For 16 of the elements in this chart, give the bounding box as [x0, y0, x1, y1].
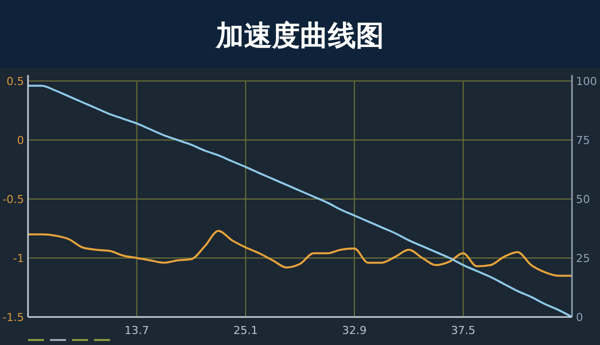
y2-tick-label: 50: [576, 192, 590, 206]
y2-tick-label: 100: [576, 74, 597, 88]
y-tick-label: -0.5: [2, 192, 24, 206]
x-tick-label: 25.1: [233, 324, 258, 337]
y2-tick-label: 75: [576, 134, 590, 147]
y-tick-label: -1.5: [2, 310, 24, 324]
x-tick-label: 32.9: [342, 324, 367, 337]
y-tick-label: 0: [17, 134, 24, 147]
chart-title: 加速度曲线图: [215, 19, 384, 52]
x-tick-label: 13.7: [124, 324, 150, 337]
x-tick-label: 37.5: [450, 324, 476, 337]
y-tick-label: -1: [13, 252, 24, 265]
y-tick-label: 0.5: [6, 74, 24, 88]
line-series: [27, 230, 573, 277]
y2-tick-label: 25: [576, 252, 590, 265]
y2-tick-label: 0: [576, 310, 583, 324]
